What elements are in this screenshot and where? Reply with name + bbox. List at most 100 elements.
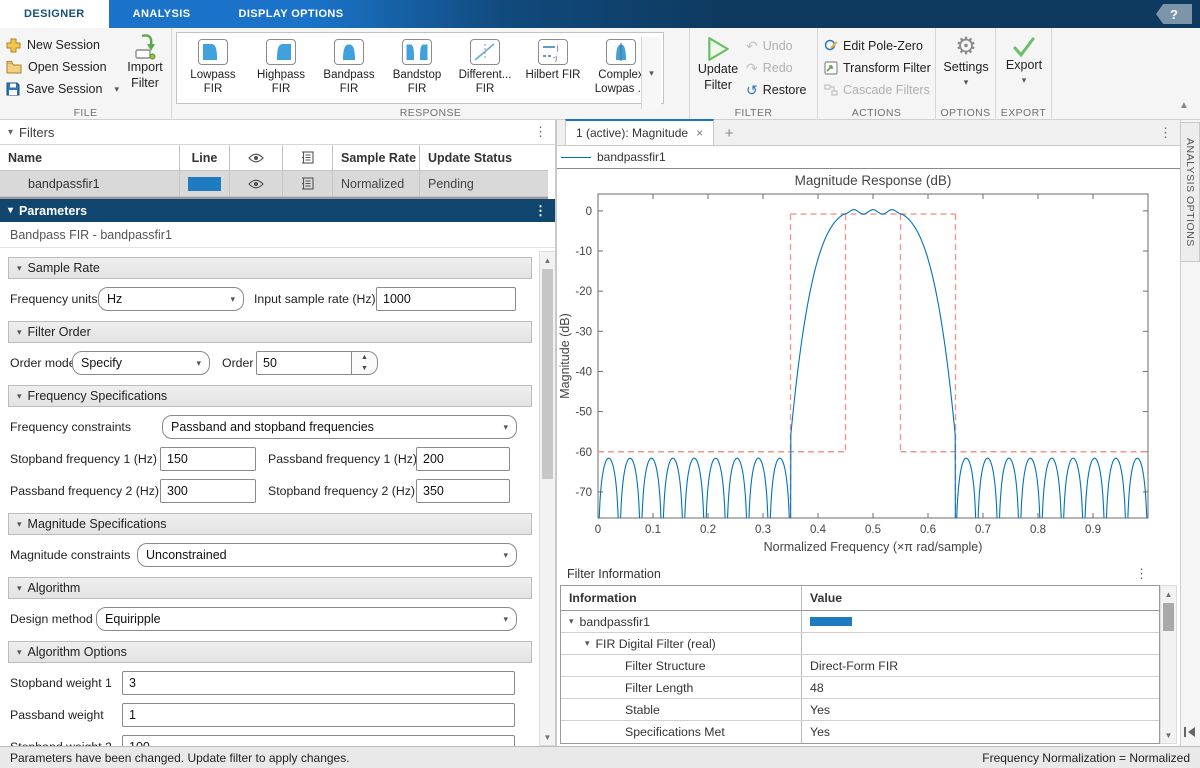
help-button[interactable]: ? (1156, 4, 1192, 24)
passband-frequency-1-field[interactable] (416, 447, 510, 471)
order-mode-dropdown[interactable]: Specify ▾ (72, 351, 210, 375)
filters-panel-header[interactable]: ▾ Filters ⋮ (0, 120, 555, 145)
scrollbar-thumb[interactable] (1163, 603, 1174, 631)
restore-button[interactable]: ↺ Restore (746, 80, 807, 100)
stopband-weight-2-field[interactable] (122, 735, 515, 746)
redo-button[interactable]: ↷ Redo (746, 58, 807, 78)
tab-designer[interactable]: DESIGNER (0, 0, 109, 28)
svg-text:Magnitude (dB): Magnitude (dB) (558, 313, 572, 398)
spinner-down-icon[interactable]: ▼ (352, 363, 377, 374)
passband-frequency-2-field[interactable] (160, 479, 256, 503)
section-title: Magnitude Specifications (28, 517, 167, 531)
filter-line-cell[interactable] (180, 171, 230, 197)
parameters-scrollbar[interactable]: ▲ ▼ (539, 251, 556, 746)
dock-panel-button[interactable] (1182, 726, 1198, 742)
lowpass-fir-button[interactable]: Lowpass FIR (179, 35, 247, 101)
filter-info-row[interactable]: ▾FIR Digital Filter (real) (561, 633, 1159, 655)
highpass-fir-button[interactable]: Highpass FIR (247, 35, 315, 101)
frequency-units-dropdown[interactable]: Hz ▾ (98, 287, 244, 311)
analysis-options-collapsed-tab[interactable]: ANALYSIS OPTIONS (1180, 122, 1200, 262)
bandstop-fir-icon (402, 39, 432, 65)
bandstop-fir-button[interactable]: Bandstop FIR (383, 35, 451, 101)
order-spinner[interactable]: ▲ ▼ (256, 351, 378, 375)
parameters-panel-menu-icon[interactable]: ⋮ (534, 203, 547, 219)
scroll-down-icon[interactable]: ▼ (540, 729, 555, 745)
edit-pole-zero-button[interactable]: Edit Pole-Zero (824, 36, 931, 56)
section-filter-order[interactable]: ▾ Filter Order (8, 321, 532, 343)
design-method-dropdown[interactable]: Equiripple ▾ (96, 607, 517, 631)
section-algorithm-options[interactable]: ▾ Algorithm Options (8, 641, 532, 663)
frequency-constraints-dropdown[interactable]: Passband and stopband frequencies ▾ (162, 415, 517, 439)
legend-label: bandpassfir1 (597, 150, 666, 164)
section-sample-rate[interactable]: ▾ Sample Rate (8, 257, 532, 279)
filters-panel-menu-icon[interactable]: ⋮ (534, 124, 547, 140)
order-mode-value: Specify (81, 356, 122, 370)
new-session-button[interactable]: New Session (6, 34, 119, 56)
gallery-label: FIR (408, 82, 427, 96)
filter-info-row[interactable]: ▾bandpassfir1 (561, 611, 1159, 633)
ribbon-section-filter: Update Filter ↶ Undo ↷ Redo ↺ Restore FI… (690, 28, 818, 120)
line-color-swatch[interactable] (188, 177, 221, 191)
save-session-dropdown-caret[interactable]: ▾ (114, 84, 119, 95)
order-field[interactable] (256, 351, 352, 375)
stopband-weight-1-field[interactable] (122, 671, 515, 695)
filter-row-bandpassfir1[interactable]: bandpassfir1 Normalized Pending (0, 171, 548, 197)
spinner-buttons[interactable]: ▲ ▼ (352, 351, 378, 375)
input-sample-rate-field[interactable] (376, 287, 516, 311)
section-magnitude-specifications[interactable]: ▾ Magnitude Specifications (8, 513, 532, 535)
settings-button[interactable]: ⚙ Settings ▾ (940, 34, 992, 88)
filter-visibility-cell[interactable] (230, 171, 283, 197)
bandpass-fir-button[interactable]: Bandpass FIR (315, 35, 383, 101)
magnitude-plot-tab[interactable]: 1 (active): Magnitude × (565, 119, 714, 145)
scroll-up-icon[interactable]: ▲ (540, 252, 555, 268)
section-frequency-specifications[interactable]: ▾ Frequency Specifications (8, 385, 532, 407)
filter-information-menu-icon[interactable]: ⋮ (1135, 566, 1148, 582)
ribbon-section-export: Export ▾ EXPORT (996, 28, 1052, 120)
gallery-expand-button[interactable]: ▾ (641, 37, 661, 109)
transform-filter-button[interactable]: Transform Filter (824, 58, 931, 78)
plot-tabbar-menu-icon[interactable]: ⋮ (1159, 125, 1172, 141)
filter-info-row[interactable]: Specifications Met Yes (561, 721, 1159, 743)
undo-button[interactable]: ↶ Undo (746, 36, 807, 56)
section-title: Sample Rate (28, 261, 100, 275)
passband-weight-field[interactable] (122, 703, 515, 727)
tab-analysis[interactable]: ANALYSIS (109, 0, 215, 28)
magnitude-constraints-value: Unconstrained (146, 548, 227, 562)
export-check-icon (1012, 36, 1036, 58)
update-filter-button[interactable]: Update Filter (694, 36, 742, 93)
collapse-ribbon-button[interactable]: ▲ (1176, 100, 1192, 114)
filter-annotation-cell[interactable] (283, 171, 333, 197)
differentiator-fir-button[interactable]: Different... FIR (451, 35, 519, 101)
filter-info-row[interactable]: Filter Structure Direct-Form FIR (561, 655, 1159, 677)
filter-info-row[interactable]: Stable Yes (561, 699, 1159, 721)
parameters-panel-header[interactable]: ▾ Parameters ⋮ (0, 199, 555, 222)
svg-text:0.2: 0.2 (700, 524, 716, 536)
stopband-frequency-2-field[interactable] (416, 479, 510, 503)
spinner-up-icon[interactable]: ▲ (352, 352, 377, 363)
close-icon[interactable]: × (696, 126, 703, 140)
response-gallery: Lowpass FIR Highpass FIR Bandpass FIR Ba… (176, 32, 664, 104)
col-name: Name (0, 145, 180, 171)
parameters-subtitle: Bandpass FIR - bandpassfir1 (0, 222, 555, 248)
cascade-filters-button[interactable]: Cascade Filters (824, 80, 931, 100)
section-algorithm[interactable]: ▾ Algorithm (8, 577, 532, 599)
export-button[interactable]: Export ▾ (1000, 36, 1048, 86)
open-session-button[interactable]: Open Session (6, 56, 119, 78)
scroll-up-icon[interactable]: ▲ (1161, 586, 1176, 602)
passband-frequency-2-label: Passband frequency 2 (Hz) (10, 484, 160, 498)
annotation-icon (301, 177, 314, 190)
scrollbar-thumb[interactable] (542, 269, 553, 479)
magnitude-constraints-dropdown[interactable]: Unconstrained ▾ (137, 543, 517, 567)
expander-triangle-icon[interactable]: ▾ (585, 638, 590, 649)
import-filter-button[interactable]: Import Filter (122, 34, 168, 91)
stopband-frequency-1-field[interactable] (160, 447, 256, 471)
filter-info-scrollbar[interactable]: ▲ ▼ (1160, 585, 1177, 744)
expander-triangle-icon[interactable]: ▾ (569, 616, 574, 627)
new-plot-tab-button[interactable]: + (714, 121, 744, 145)
hilbert-fir-button[interactable]: j-j Hilbert FIR (519, 35, 587, 101)
save-session-button[interactable]: Save Session ▾ (6, 78, 119, 100)
filter-info-row[interactable]: Filter Length 48 (561, 677, 1159, 699)
gallery-label: Different... (459, 68, 512, 82)
scroll-down-icon[interactable]: ▼ (1161, 727, 1176, 743)
tab-display-options[interactable]: DISPLAY OPTIONS (214, 0, 367, 28)
